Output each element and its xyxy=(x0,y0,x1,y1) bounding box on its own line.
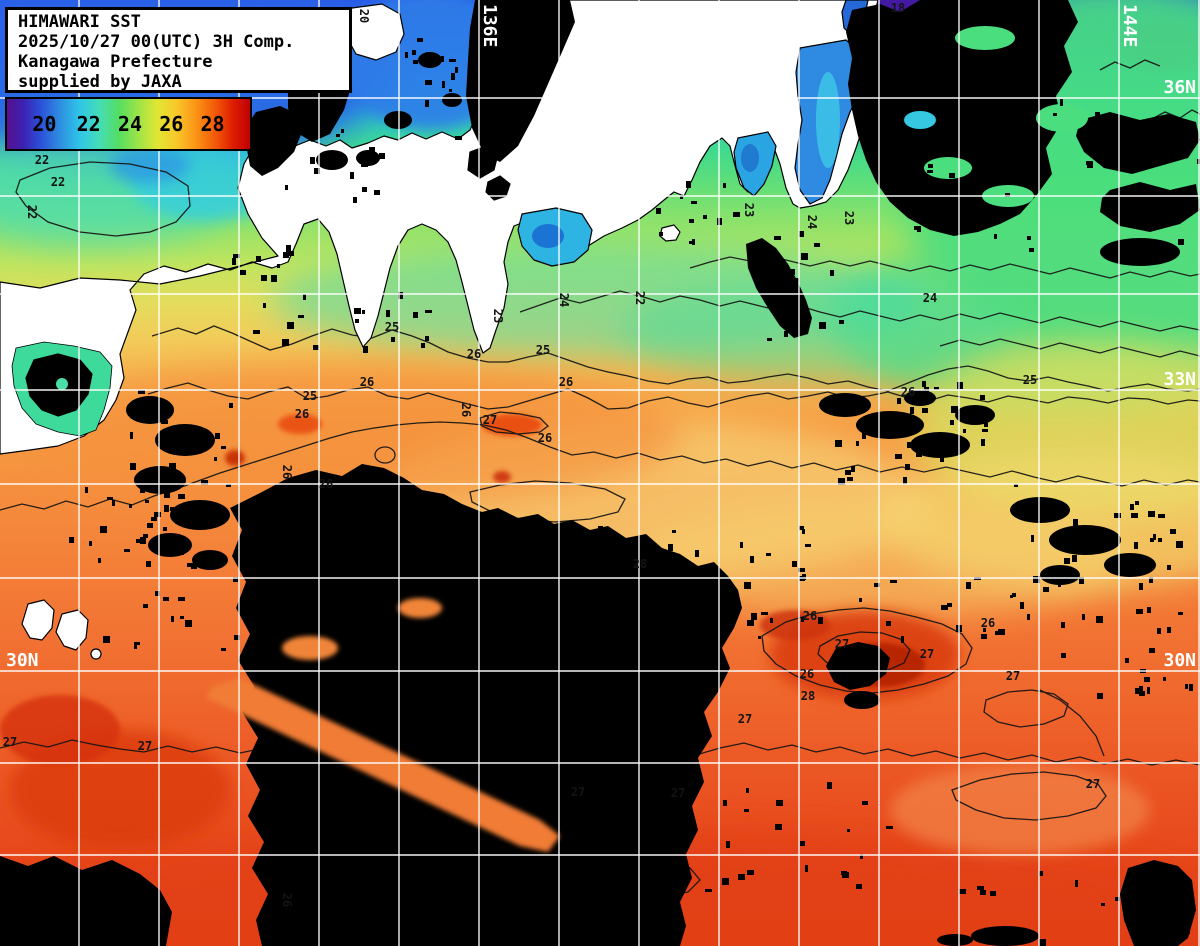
longitude-label: 136E xyxy=(479,4,500,47)
latitude-label: 30N xyxy=(6,650,39,671)
contour-label: 23 xyxy=(842,211,856,225)
contour-label: 27 xyxy=(3,735,17,749)
longitude-label: 144E xyxy=(1119,4,1140,47)
contour-label: 26 xyxy=(559,375,573,389)
contour-label: 27 xyxy=(835,637,849,651)
contour-label: 22 xyxy=(25,205,39,219)
product-name: HIMAWARI SST xyxy=(18,12,141,32)
contour-label: 20 xyxy=(357,9,371,23)
contour-label: 26 xyxy=(319,477,333,491)
land-masses xyxy=(0,0,879,660)
contour-label: 22 xyxy=(51,175,65,189)
contour-label: 28 xyxy=(633,557,647,571)
contour-label: 26 xyxy=(280,893,294,907)
contour-label: 22 xyxy=(35,153,49,167)
contour-label: 24 xyxy=(805,215,819,229)
contour-label: 27 xyxy=(920,647,934,661)
datetime-composite: 2025/10/27 00(UTC) 3H Comp. xyxy=(18,32,295,52)
temperature-colorbar: 20 22 24 26 28 xyxy=(5,97,252,151)
contour-label: 27 xyxy=(571,785,585,799)
region-name: Kanagawa Prefecture xyxy=(18,52,213,72)
contour-label: 25 xyxy=(536,343,550,357)
contour-label: 25 xyxy=(1023,373,1037,387)
contour-label: 23 xyxy=(491,309,505,323)
contour-label: 27 xyxy=(671,786,685,800)
contour-label: 26 xyxy=(901,385,915,399)
colorbar-tick: 20 xyxy=(32,112,57,136)
colorbar-gradient xyxy=(7,99,250,149)
contour-label: 27 xyxy=(483,413,497,427)
contour-label: 26 xyxy=(800,667,814,681)
colorbar-tick: 22 xyxy=(76,112,101,136)
pixel-noise-speckles xyxy=(69,38,1200,946)
contour-label: 26 xyxy=(280,465,294,479)
data-credit: supplied by JAXA xyxy=(18,72,182,92)
colorbar-tick: 28 xyxy=(200,112,225,136)
contour-label: 26 xyxy=(803,609,817,623)
latitude-label: 33N xyxy=(1163,369,1196,390)
contour-label: 18 xyxy=(891,1,905,15)
contour-label: 26 xyxy=(538,431,552,445)
contour-label: 22 xyxy=(633,291,647,305)
contour-label: 26 xyxy=(467,347,481,361)
contour-label: 26 xyxy=(360,375,374,389)
contour-label: 28 xyxy=(801,689,815,703)
contour-label: 23 xyxy=(742,203,756,217)
colorbar-tick: 26 xyxy=(159,112,184,136)
contour-label: 27 xyxy=(1086,777,1100,791)
contour-label: 27 xyxy=(1006,669,1020,683)
contour-label: 24 xyxy=(557,293,571,307)
contour-label: 25 xyxy=(303,389,317,403)
contour-label: 26 xyxy=(981,616,995,630)
contour-label: 27 xyxy=(738,712,752,726)
graticule-labels: 36N 33N 30N 30N 136E 144E xyxy=(6,4,1196,671)
contour-label: 24 xyxy=(923,291,937,305)
contour-label: 25 xyxy=(385,320,399,334)
colorbar-tick: 24 xyxy=(117,112,142,136)
latitude-label: 36N xyxy=(1163,77,1196,98)
contour-label: 26 xyxy=(295,407,309,421)
contour-label: 26 xyxy=(459,403,473,417)
contour-label: 27 xyxy=(138,739,152,753)
latitude-label: 30N xyxy=(1163,650,1196,671)
map-title-box: HIMAWARI SST 2025/10/27 00(UTC) 3H Comp.… xyxy=(5,7,352,93)
